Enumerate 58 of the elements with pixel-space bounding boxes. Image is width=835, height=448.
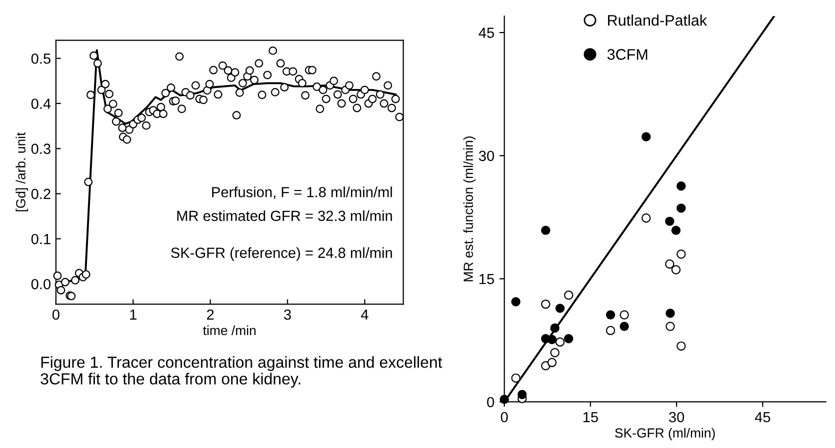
y-axis-title: MR est. function (ml/min) <box>463 136 476 282</box>
point <box>671 226 681 235</box>
point <box>547 358 557 368</box>
point <box>676 341 686 351</box>
point <box>642 213 651 223</box>
point <box>666 322 675 331</box>
y-axis-title: [Gd] /arb. unit <box>16 132 28 212</box>
point <box>606 326 616 336</box>
point <box>665 216 674 226</box>
x-tick-label: 0 <box>52 309 60 320</box>
point <box>550 348 560 358</box>
y-tick-label: 0.5 <box>31 53 50 64</box>
point <box>676 204 686 213</box>
x-tick-label: 4 <box>360 310 368 320</box>
point <box>671 265 681 274</box>
point <box>665 259 674 269</box>
point <box>620 322 629 331</box>
y-tick-label: 0.0 <box>31 278 51 290</box>
x-tick-label: 2 <box>207 309 214 320</box>
x-axis-title: SK-GFR (ml/min) <box>615 428 715 440</box>
y-tick-label: 0 <box>487 396 494 408</box>
annotation: SK-GFR (reference) = 24.8 ml/min <box>171 247 392 261</box>
y-tick-label: 30 <box>478 150 494 162</box>
point <box>541 226 550 235</box>
point <box>547 334 557 344</box>
point <box>555 304 565 313</box>
annotation: Perfusion, F = 1.8 ml/min/ml <box>212 186 392 200</box>
legend-label: 3CFM <box>607 49 648 60</box>
point <box>620 310 629 320</box>
x-tick-label: 1 <box>130 310 136 320</box>
annotation: MR estimated GFR = 32.3 ml/min <box>177 210 392 222</box>
x-tick-label: 0 <box>500 412 508 422</box>
point <box>550 323 560 333</box>
y-tick-label: 0.3 <box>31 144 50 154</box>
legend-label: Rutland-Patlak <box>608 14 708 26</box>
point <box>511 297 520 306</box>
point <box>676 181 686 191</box>
x-tick-label: 30 <box>669 412 684 422</box>
point <box>642 132 651 142</box>
point <box>564 290 574 300</box>
point <box>555 337 565 347</box>
x-tick-label: 15 <box>583 412 598 422</box>
point <box>541 300 550 309</box>
y-tick-label: 15 <box>480 274 494 284</box>
caption: Figure 1. Tracer concentration against time and excellent 3CFM fit to the data from one kidney. <box>40 356 442 388</box>
y-tick-label: 45 <box>478 28 494 38</box>
point <box>666 308 675 318</box>
point <box>676 250 686 259</box>
y-tick-label: 0.4 <box>31 98 51 109</box>
y-tick-label: 0.2 <box>31 188 50 200</box>
point <box>564 334 574 344</box>
x-axis-title: time /min <box>203 325 256 336</box>
x-tick-label: 3 <box>284 309 291 320</box>
point <box>511 373 520 383</box>
x-tick-label: 45 <box>754 412 770 422</box>
point <box>518 390 527 400</box>
point <box>606 310 616 320</box>
y-tick-label: 0.1 <box>31 234 50 244</box>
